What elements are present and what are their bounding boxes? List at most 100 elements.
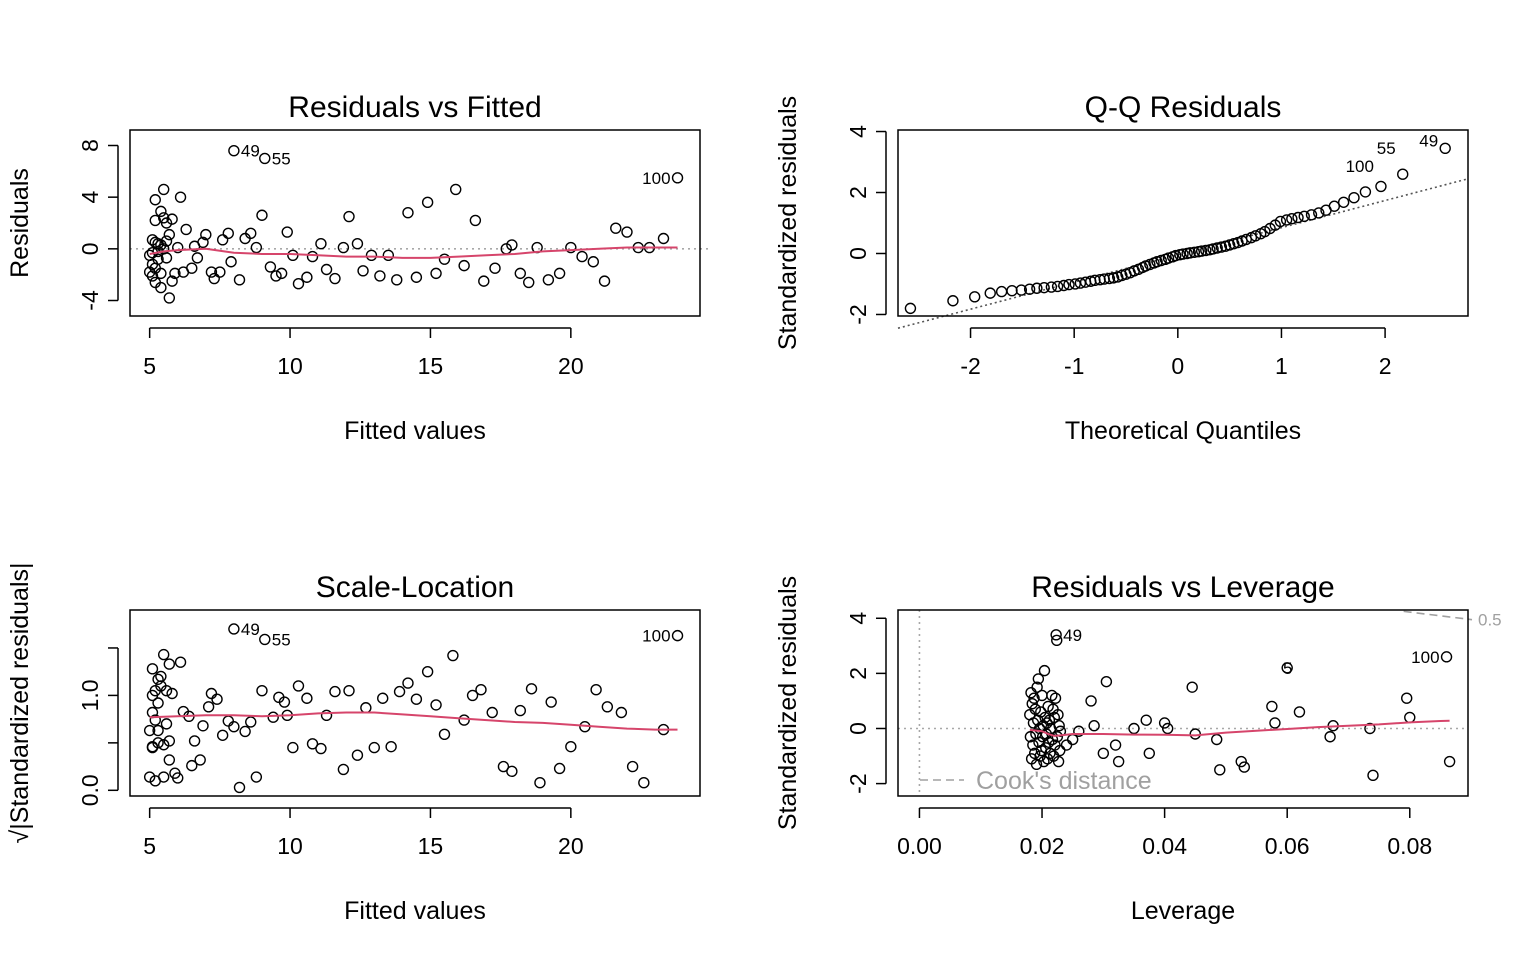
data-point <box>1281 662 1293 674</box>
marks-group <box>1024 629 1456 782</box>
data-point <box>391 274 403 286</box>
data-point <box>245 227 257 240</box>
data-point <box>163 658 176 670</box>
data-point <box>553 762 566 775</box>
data-point <box>1038 755 1050 768</box>
data-point <box>233 274 246 286</box>
data-point <box>1439 142 1451 154</box>
data-point <box>228 144 240 157</box>
data-point <box>1249 230 1262 242</box>
x-tick-label: 5 <box>143 353 156 379</box>
x-tick-label: 15 <box>418 353 444 379</box>
data-point <box>1052 709 1064 721</box>
data-point <box>1177 248 1189 260</box>
data-point <box>393 685 406 698</box>
plot-area: 49 55 100 5 10 15 20 0.0 1.0 <box>77 609 701 859</box>
data-point <box>421 196 434 209</box>
data-point <box>228 623 240 635</box>
point-label: 5 <box>1283 659 1292 678</box>
data-point <box>1051 731 1064 743</box>
data-point <box>947 295 959 307</box>
data-point <box>343 210 355 223</box>
legend-label: Cook's distance <box>976 767 1152 795</box>
data-point <box>351 237 364 250</box>
data-point <box>275 267 288 280</box>
x-axis-label: Fitted values <box>344 417 486 445</box>
data-point <box>1313 207 1325 219</box>
data-point <box>447 649 459 662</box>
data-point <box>1184 247 1196 259</box>
data-point <box>1337 196 1350 208</box>
data-point <box>281 226 293 238</box>
data-point <box>368 741 380 754</box>
data-point <box>1195 245 1208 257</box>
data-point <box>1128 722 1140 735</box>
data-point <box>306 250 319 263</box>
data-point <box>1050 629 1062 641</box>
x-tick-label: 0 <box>1171 353 1184 379</box>
data-point <box>197 236 209 249</box>
y-tick-label: 0 <box>845 722 871 735</box>
plot-frame <box>129 129 701 317</box>
data-point <box>1058 279 1070 292</box>
data-point <box>256 684 268 697</box>
marks-group <box>904 142 1451 315</box>
cooks-contour-label: 0.5 <box>1478 611 1502 630</box>
data-point <box>320 263 333 276</box>
data-point <box>205 687 218 700</box>
data-point <box>194 754 206 766</box>
y-tick-label: 0 <box>845 247 871 260</box>
plot-area: 49 55 100 5 10 15 20 -4 0 4 8 <box>77 129 712 379</box>
y-tick-label: 2 <box>845 186 871 199</box>
marks-group <box>143 623 684 794</box>
data-point <box>1054 744 1066 757</box>
data-point <box>506 239 518 251</box>
panel-residuals-vs-leverage: Residuals vs Leverage Leverage Standardi… <box>774 571 1502 925</box>
y-tick-label: 4 <box>845 612 871 625</box>
y-tick-label: 4 <box>77 191 103 204</box>
data-point <box>1049 692 1062 704</box>
data-point <box>1367 769 1379 782</box>
data-point <box>186 759 198 772</box>
data-point <box>320 709 333 722</box>
data-point <box>523 276 535 289</box>
data-point <box>1397 168 1409 180</box>
data-point <box>180 223 192 236</box>
data-point <box>211 693 223 705</box>
data-point <box>365 249 378 261</box>
data-point <box>638 777 650 789</box>
data-point <box>1215 241 1228 253</box>
data-point <box>1029 703 1041 715</box>
data-point <box>216 234 229 246</box>
point-label: 100 <box>1346 157 1374 176</box>
data-point <box>1023 283 1036 295</box>
data-point <box>250 241 263 254</box>
data-point <box>250 771 263 783</box>
y-tick-label: 4 <box>845 125 871 138</box>
data-point <box>267 711 279 723</box>
data-point <box>576 250 588 263</box>
data-point <box>438 253 451 265</box>
x-tick-label: 20 <box>558 833 584 859</box>
data-point <box>149 194 161 206</box>
data-point <box>1031 282 1043 294</box>
data-point <box>1031 681 1043 693</box>
data-point <box>545 696 557 708</box>
data-point <box>259 633 271 646</box>
data-point <box>278 696 291 708</box>
data-point <box>458 259 470 272</box>
x-axis-label: Fitted values <box>344 897 486 925</box>
x-tick-label: 10 <box>277 833 303 859</box>
x-tick-label: 1 <box>1275 353 1288 379</box>
data-point <box>1359 186 1372 198</box>
data-point <box>553 267 566 280</box>
qq-reference-line <box>897 178 1469 329</box>
data-point <box>1211 242 1223 254</box>
data-point <box>1107 272 1120 284</box>
data-point <box>438 728 451 741</box>
data-point <box>1293 706 1306 718</box>
data-point <box>506 765 518 778</box>
data-point <box>475 684 487 696</box>
data-point <box>1140 714 1152 726</box>
x-tick-label: -2 <box>960 353 980 379</box>
